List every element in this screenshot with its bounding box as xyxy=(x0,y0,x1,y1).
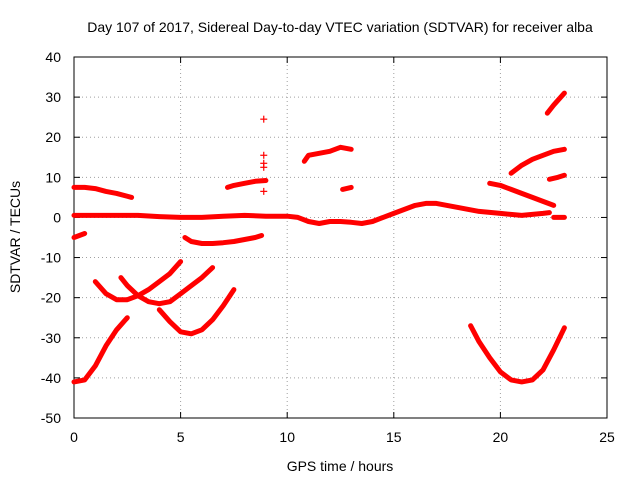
y-tick-label: 30 xyxy=(45,89,61,105)
isolated-point xyxy=(260,187,268,195)
x-tick-label: 20 xyxy=(493,429,509,445)
y-axis-label: SDTVAR / TECUs xyxy=(7,181,23,293)
isolated-point xyxy=(260,115,268,123)
x-tick-label: 5 xyxy=(177,429,185,445)
series-arc-12-13h-short xyxy=(340,184,354,192)
x-tick-label: 10 xyxy=(279,429,295,445)
isolated-point xyxy=(260,151,268,159)
y-tick-label: -40 xyxy=(41,370,61,386)
y-tick-label: -10 xyxy=(41,250,61,266)
series-arc-19-22h-mid xyxy=(487,180,557,208)
x-tick-label: 25 xyxy=(599,429,615,445)
axis-ticks xyxy=(73,56,608,419)
series-arc-0h-short xyxy=(71,231,88,240)
isolated-point xyxy=(260,163,268,171)
x-tick-label: 15 xyxy=(386,429,402,445)
y-tick-label: -20 xyxy=(41,290,61,306)
series-arc-11-13h xyxy=(301,144,354,164)
series-arc-5-8h xyxy=(182,233,265,246)
chart-title: Day 107 of 2017, Sidereal Day-to-day VTE… xyxy=(87,19,593,35)
series-arc-19-23h-bottom xyxy=(468,323,567,385)
x-tick-label: 0 xyxy=(70,429,78,445)
y-tick-label: 10 xyxy=(45,169,61,185)
data-series xyxy=(71,90,567,385)
isolated-points xyxy=(260,115,268,195)
series-arc-20-23h-top xyxy=(508,146,567,176)
series-arc-22-23h-steep xyxy=(544,90,567,116)
plot-frame xyxy=(73,56,608,419)
y-tick-label: 0 xyxy=(53,209,61,225)
series-arc-0-3h-top xyxy=(71,184,135,200)
x-axis-label: GPS time / hours xyxy=(287,458,394,474)
y-tick-label: 20 xyxy=(45,129,61,145)
y-tick-label: -30 xyxy=(41,330,61,346)
y-tick-label: -50 xyxy=(41,410,61,426)
series-arc-0-3h-bottom xyxy=(71,315,130,385)
series-arc-7-9h xyxy=(225,178,269,190)
series-arc-22-23h-short xyxy=(546,172,567,182)
series-arc-2-6h xyxy=(118,265,216,307)
grid xyxy=(74,57,607,418)
y-tick-label: 40 xyxy=(45,49,61,65)
series-arc-4-7h xyxy=(156,287,237,337)
series-baseline-trace xyxy=(71,200,552,226)
